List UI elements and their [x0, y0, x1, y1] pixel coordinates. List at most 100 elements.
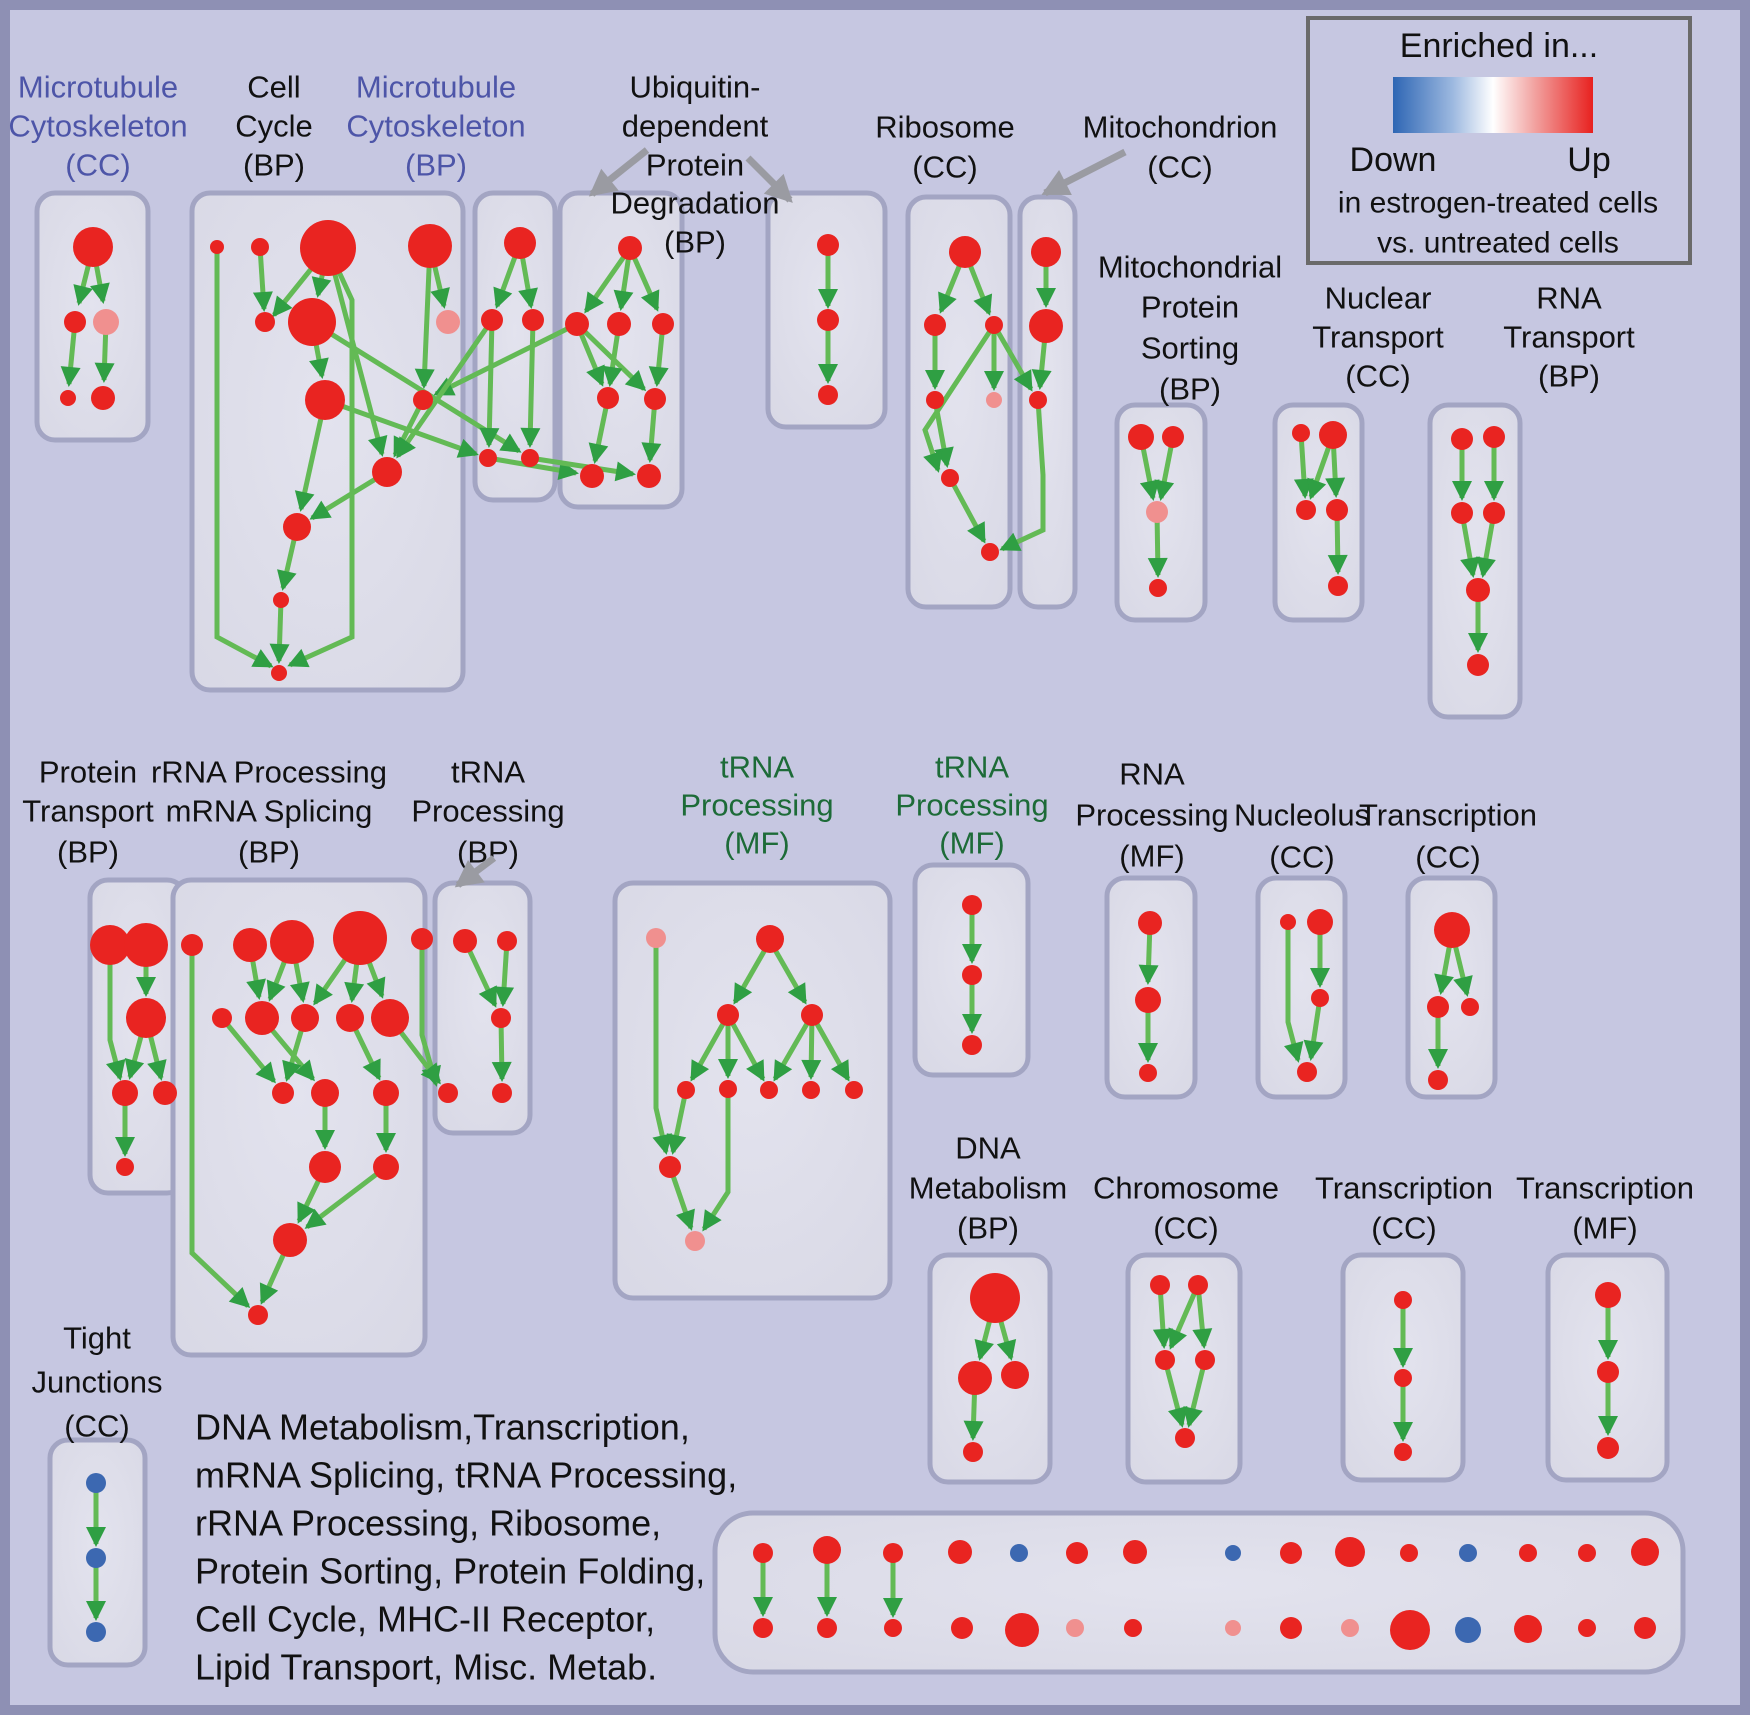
misc-text-line-2: mRNA Splicing, tRNA Processing, [195, 1455, 737, 1496]
gene-node-4-red [60, 390, 76, 406]
mito-sorting-label-line-4: (BP) [1159, 372, 1221, 407]
gene-node-158-red [1578, 1619, 1596, 1637]
nodes-layer [60, 220, 1659, 1650]
gene-node-160-red [1634, 1617, 1656, 1639]
trna-bp-label-line-2: Processing [411, 794, 564, 829]
gene-node-91-red [801, 1004, 823, 1026]
gene-node-152-red [1390, 1610, 1430, 1650]
gene-node-25-red [565, 312, 589, 336]
gene-node-118-red [1188, 1275, 1208, 1295]
trna-bp-label-line-1: tRNA [451, 755, 525, 790]
gene-node-101-red [962, 1035, 982, 1055]
gene-node-76-red [272, 1082, 294, 1104]
relation-arrow-94 [772, 1013, 815, 1082]
gene-node-45-red [1128, 424, 1154, 450]
gene-node-92-red [677, 1081, 695, 1099]
rna-transport-label-line-1: RNA [1536, 281, 1602, 316]
ubiquitin-label-line-1: Ubiquitin- [630, 70, 761, 105]
gene-node-75-red [371, 999, 409, 1037]
relation-arrow-118 [1183, 1359, 1208, 1428]
gene-node-35-red [949, 236, 981, 268]
gene-node-33-red [817, 309, 839, 331]
gene-node-90-red [717, 1004, 739, 1026]
tight-junctions-label-line-2: Junctions [32, 1365, 163, 1400]
legend-box [1306, 16, 1692, 265]
gene-node-46-red [1162, 426, 1184, 448]
transcription-cc-1-label-line-2: (CC) [1415, 840, 1480, 875]
gene-node-63-red [112, 1080, 138, 1106]
gene-node-116-red [963, 1442, 983, 1462]
gene-node-155-red [1519, 1544, 1537, 1562]
gene-node-60-red [90, 925, 130, 965]
relation-arrow-5 [214, 247, 274, 669]
rna-processing-mf-label-line-2: Processing [1075, 798, 1228, 833]
gene-node-145-blue [1225, 1545, 1241, 1561]
relation-arrow-44 [991, 323, 1034, 392]
dna-metabolism-box [927, 1252, 1053, 1485]
relation-arrow-47 [922, 323, 997, 473]
misc-text-line-5: Cell Cycle, MHC-II Receptor, [195, 1599, 655, 1640]
transcription-mf-label-line-2: (MF) [1572, 1211, 1637, 1246]
trna-mf-2-label-line-3: (MF) [939, 826, 1004, 861]
nuclear-transport-label-line-2: Transport [1312, 320, 1444, 355]
gene-node-9-red [408, 224, 452, 268]
gene-node-94-red [760, 1081, 778, 1099]
gene-node-3-pink [93, 309, 119, 335]
misc-text-line-6: Lipid Transport, Misc. Metab. [195, 1647, 657, 1688]
nuclear-transport-box [1272, 402, 1365, 623]
gene-node-141-red [1066, 1542, 1088, 1564]
gene-node-80-red [373, 1154, 399, 1180]
gene-node-61-red [124, 923, 168, 967]
misc-text-line-3: rRNA Processing, Ribosome, [195, 1503, 661, 1544]
nucleolus-label-line-2: (CC) [1269, 840, 1334, 875]
gene-node-14-red [413, 390, 433, 410]
tight-junctions-label-line-3: (CC) [64, 1409, 129, 1444]
gene-node-138-red [951, 1617, 973, 1639]
misc-text-line-1: DNA Metabolism,Transcription, [195, 1407, 690, 1448]
gene-node-71-red [212, 1008, 232, 1028]
gene-node-51-red [1296, 500, 1316, 520]
gene-node-81-red [273, 1223, 307, 1257]
ubiquitin-arrow-right [745, 155, 793, 203]
ubiquitin-label-line-5: (BP) [664, 225, 726, 260]
relation-arrow-54 [1293, 432, 1314, 499]
gene-node-48-red [1149, 579, 1167, 597]
gene-node-112-red [1428, 1070, 1448, 1090]
rrna-mrna-label-line-1: rRNA Processing [151, 755, 387, 790]
gene-node-124-red [1394, 1443, 1412, 1461]
gene-node-30-red [580, 464, 604, 488]
rna-transport-label-line-2: Transport [1503, 320, 1635, 355]
gene-node-149-red [1335, 1537, 1365, 1567]
relation-arrow-88 [491, 1017, 512, 1082]
gene-node-99-red [962, 895, 982, 915]
dna-metabolism-label-line-2: Metabolism [909, 1171, 1068, 1206]
relation-arrow-17 [287, 246, 355, 668]
gene-node-66-red [181, 934, 203, 956]
gene-node-129-blue [86, 1548, 106, 1568]
gene-node-8-red [300, 220, 356, 276]
ubiquitin-label-line-4: Degradation [611, 186, 780, 221]
dna-metabolism-label-line-3: (BP) [957, 1211, 1019, 1246]
relation-arrow-84 [304, 1165, 388, 1229]
gene-node-86-red [438, 1083, 458, 1103]
gene-node-108-red [1297, 1062, 1317, 1082]
microtubule-bp-label-line-1: Microtubule [356, 70, 516, 105]
nucleolus-label-line-1: Nucleolus [1234, 798, 1370, 833]
relation-arrow-114 [1152, 1284, 1173, 1349]
gene-node-144-red [1124, 1619, 1142, 1637]
gene-node-40-red [941, 469, 959, 487]
gene-node-96-red [845, 1081, 863, 1099]
microtubule-cc-label-line-3: (CC) [65, 148, 130, 183]
mitochondrion-box [1017, 194, 1078, 610]
ubiquitin-label-line-2: dependent [622, 109, 769, 144]
gene-node-83-red [453, 929, 477, 953]
gene-node-85-red [491, 1008, 511, 1028]
ubiquitin-label-line-3: Protein [646, 148, 744, 183]
legend-subtitle-line2: vs. untreated cells [1377, 227, 1619, 260]
label-pointer-arrows-layer [454, 147, 1127, 888]
relation-arrow-27 [479, 319, 500, 448]
microtubule-cc-label-line-1: Microtubule [18, 70, 178, 105]
gene-node-31-red [637, 464, 661, 488]
gene-node-140-red [1005, 1613, 1039, 1647]
